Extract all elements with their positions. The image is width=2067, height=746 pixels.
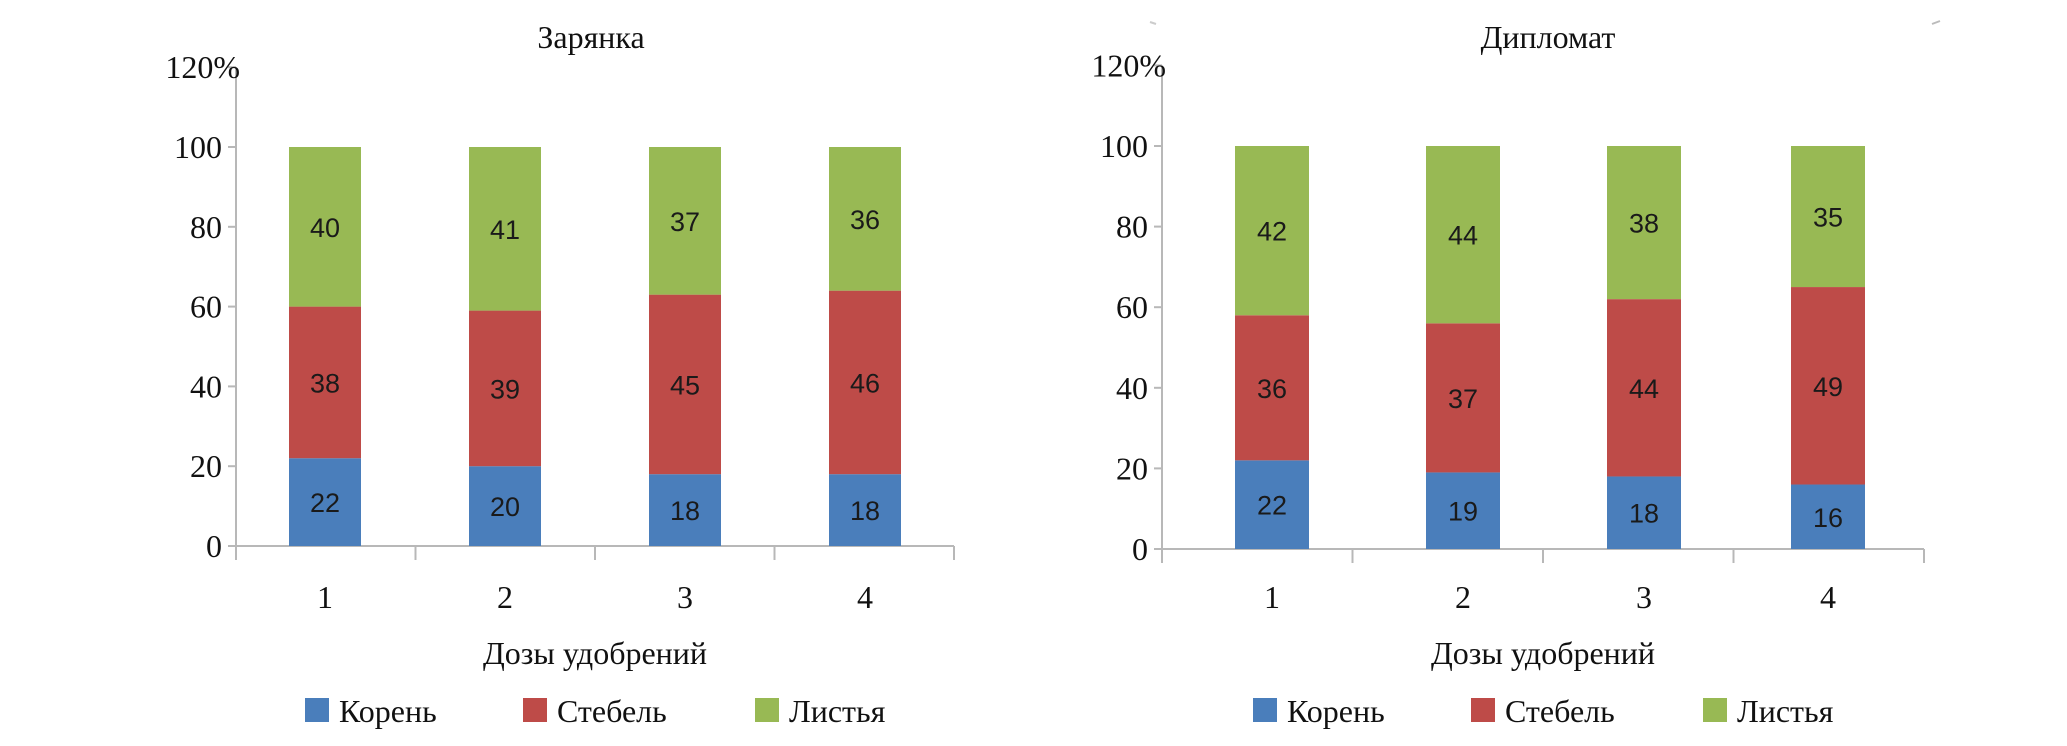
legend-label: Листья — [1737, 693, 1834, 729]
chart-2: Дипломат 0 20 40 60 80 100 120% 1 22 36 42 2 19 37 44 3 1… — [1091, 19, 1925, 729]
legend-label: Стебель — [1505, 693, 1615, 729]
bar-segment-root — [1235, 460, 1309, 549]
y-tick-label: 20 — [1116, 450, 1148, 486]
data-label: 18 — [1629, 499, 1659, 529]
x-tick-label: 2 — [1455, 579, 1471, 615]
x-tick-label: 4 — [1820, 579, 1836, 615]
x-tick-label: 3 — [1636, 579, 1652, 615]
legend-label: Корень — [1287, 693, 1385, 729]
y-tick-label: 80 — [1116, 209, 1148, 245]
data-label: 38 — [310, 368, 340, 398]
data-label: 49 — [1813, 372, 1843, 402]
y-tick-label: 0 — [206, 528, 222, 564]
x-axis-title: Дозы удобрений — [483, 635, 707, 671]
data-label: 38 — [1629, 209, 1659, 239]
data-label: 22 — [310, 488, 340, 518]
legend: Корень Стебель Листья — [1253, 693, 1834, 729]
chart-title: Зарянка — [537, 19, 644, 55]
bar-segment-leaves — [829, 147, 901, 291]
legend-swatch — [305, 698, 329, 722]
data-label: 18 — [670, 496, 700, 526]
data-label: 37 — [1448, 384, 1478, 414]
bar-segment-root — [1426, 472, 1500, 549]
corner-mark — [1149, 21, 1157, 25]
chart-title: Дипломат — [1481, 19, 1616, 55]
data-label: 39 — [490, 374, 520, 404]
bar-segment-stem — [1607, 299, 1681, 477]
bar-segment-leaves — [1607, 146, 1681, 300]
y-tick-label: 60 — [190, 289, 222, 325]
legend-label: Корень — [339, 693, 437, 729]
legend-swatch — [1471, 698, 1495, 722]
bar-segment-stem — [829, 290, 901, 475]
bar-segment-leaves — [469, 147, 541, 311]
y-tick-label: 40 — [1116, 370, 1148, 406]
bar-segment-leaves — [649, 147, 721, 295]
data-label: 36 — [1257, 374, 1287, 404]
x-tick-label: 1 — [1264, 579, 1280, 615]
y-tick-label: 100 — [174, 129, 222, 165]
legend-swatch — [523, 698, 547, 722]
bar-segment-stem — [1235, 315, 1309, 461]
bar-segment-leaves — [1426, 146, 1500, 324]
bar-segment-leaves — [1235, 146, 1309, 316]
y-tick-label: 120% — [1091, 47, 1166, 83]
x-tick-label: 3 — [677, 579, 693, 615]
bar-segment-root — [649, 474, 721, 546]
legend: Корень Стебель Листья — [305, 693, 886, 729]
x-tick-label: 4 — [857, 579, 873, 615]
x-tick-label: 2 — [497, 579, 513, 615]
bar-segment-root — [829, 474, 901, 546]
y-tick-label: 80 — [190, 209, 222, 245]
data-label: 19 — [1448, 497, 1478, 527]
bar-segment-leaves — [289, 147, 361, 307]
x-tick-label: 1 — [317, 579, 333, 615]
data-label: 16 — [1813, 503, 1843, 533]
data-label: 46 — [850, 368, 880, 398]
bar-segment-stem — [469, 310, 541, 467]
bar-segment-root — [1791, 484, 1865, 549]
data-label: 44 — [1448, 221, 1478, 251]
legend-swatch — [1703, 698, 1727, 722]
legend-swatch — [1253, 698, 1277, 722]
chart-1: Зарянка 0 20 40 60 80 100 120% 1 22 38 40 2 20 39 41 3 18… — [165, 19, 955, 729]
data-label: 20 — [490, 492, 520, 522]
data-label: 40 — [310, 213, 340, 243]
corner-mark — [1931, 20, 1941, 25]
y-tick-label: 40 — [190, 368, 222, 404]
bar-segment-root — [469, 466, 541, 546]
y-tick-label: 120% — [165, 49, 240, 85]
data-label: 22 — [1257, 491, 1287, 521]
legend-swatch — [755, 698, 779, 722]
data-label: 18 — [850, 496, 880, 526]
data-label: 45 — [670, 370, 700, 400]
data-label: 42 — [1257, 217, 1287, 247]
y-tick-label: 0 — [1132, 531, 1148, 567]
bar-segment-stem — [1426, 323, 1500, 473]
y-tick-label: 20 — [190, 448, 222, 484]
data-label: 37 — [670, 207, 700, 237]
data-label: 35 — [1813, 203, 1843, 233]
y-tick-label: 100 — [1100, 128, 1148, 164]
bar-segment-root — [289, 458, 361, 546]
bar-segment-stem — [1791, 287, 1865, 485]
x-axis-title: Дозы удобрений — [1431, 635, 1655, 671]
y-tick-label: 60 — [1116, 289, 1148, 325]
data-label: 36 — [850, 205, 880, 235]
data-label: 44 — [1629, 374, 1659, 404]
bar-segment-stem — [649, 294, 721, 475]
data-label: 41 — [490, 215, 520, 245]
bar-segment-leaves — [1791, 146, 1865, 288]
bar-segment-root — [1607, 476, 1681, 549]
legend-label: Листья — [789, 693, 886, 729]
bar-segment-stem — [289, 306, 361, 459]
legend-label: Стебель — [557, 693, 667, 729]
